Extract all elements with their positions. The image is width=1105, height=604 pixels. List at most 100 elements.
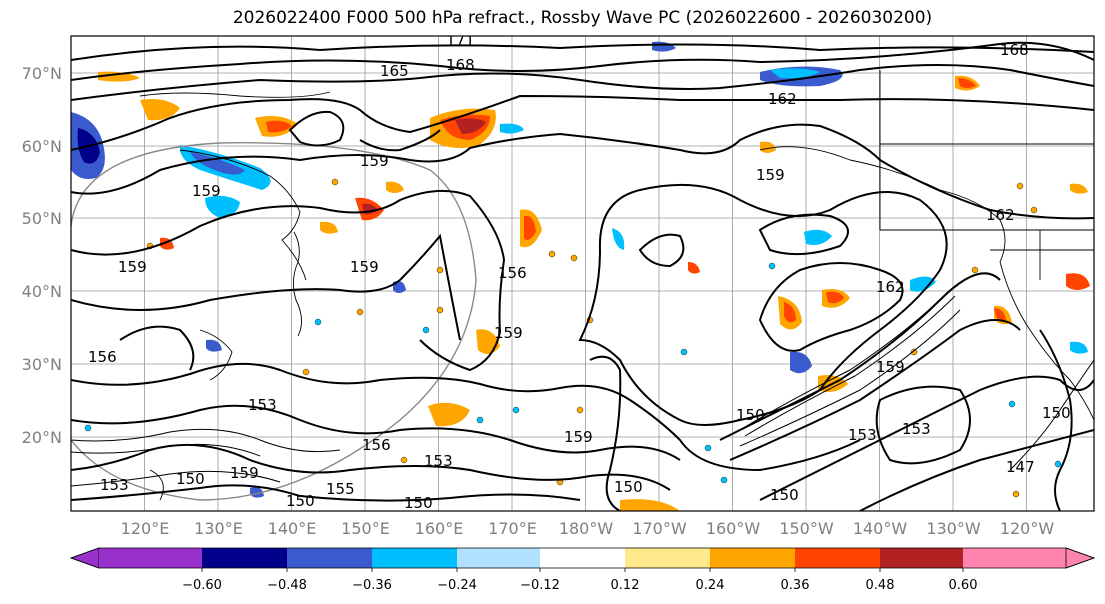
colorbar-tick-label: 0.24 [696, 578, 725, 593]
longitude-label: 150°W [779, 519, 834, 538]
colorbar-tick-label: −0.24 [437, 578, 477, 593]
thin-contours [71, 289, 1094, 487]
contour-label: 168 [1000, 41, 1029, 59]
colorbar-segment [795, 548, 880, 568]
anomaly-dot [910, 348, 918, 356]
contour-label: 159 [494, 324, 523, 342]
anomaly-dot [1030, 206, 1038, 214]
contour-label: 156 [88, 348, 117, 366]
anomaly-dot [476, 416, 484, 424]
longitude-label: 170°E [488, 519, 537, 538]
colorbar-segment [963, 548, 1066, 568]
longitude-label: 120°E [121, 519, 170, 538]
longitude-label: 130°W [926, 519, 981, 538]
anomaly-dot [1012, 490, 1020, 498]
positive-anomaly-patch [760, 141, 776, 153]
contour-label: 150 [1042, 404, 1071, 422]
coastlines [139, 70, 1094, 501]
anomaly-dot [436, 306, 444, 314]
negative-anomaly-patch [804, 229, 832, 245]
colorbar-segment [287, 548, 372, 568]
colorbar-segment [372, 548, 457, 568]
longitude-label: 120°W [1000, 519, 1055, 538]
colorbar-segment [710, 548, 795, 568]
negative-anomaly-patch [205, 195, 240, 218]
contour-label: 159 [118, 258, 147, 276]
colorbar-segment [880, 548, 963, 568]
longitude-label: 180°W [559, 519, 614, 538]
map-title: 2026022400 F000 500 hPa refract., Rossby… [232, 8, 933, 28]
longitude-label: 150°E [341, 519, 390, 538]
positive-anomaly-patch [958, 78, 976, 88]
anomaly-dot [512, 406, 520, 414]
contour-label: 150 [176, 470, 205, 488]
anomaly-dot [1054, 460, 1062, 468]
anomaly-dot [720, 476, 728, 484]
contour-label: 159 [192, 182, 221, 200]
positive-anomaly-patch [826, 291, 844, 304]
latitude-labels: 70°N 60°N 50°N 40°N 30°N 20°N [22, 64, 62, 447]
anomaly-dot [422, 326, 430, 334]
negative-anomaly-patch [190, 152, 245, 175]
anomaly-dot [436, 266, 444, 274]
contour-label: 156 [498, 264, 527, 282]
negative-anomaly-patch [206, 339, 222, 352]
longitude-label: 160°E [415, 519, 464, 538]
positive-anomaly-patch [266, 120, 292, 133]
contour-label: 153 [100, 476, 129, 494]
colorbar-extend-min [69, 547, 100, 569]
anomaly-dot [1008, 400, 1016, 408]
positive-anomaly-patch [1070, 183, 1088, 194]
colorbar-outline [69, 547, 1096, 569]
contour-label: 150 [770, 486, 799, 504]
longitude-label: 140°W [853, 519, 908, 538]
colorbar-segment [99, 548, 202, 568]
contour-label: 159 [564, 428, 593, 446]
colorbar-tick-label: −0.36 [352, 578, 392, 593]
latitude-label: 70°N [22, 64, 62, 83]
positive-anomaly-patch [455, 118, 486, 134]
longitude-label: 160°W [706, 519, 761, 538]
anomaly-dot [400, 456, 408, 464]
contour-label: 159 [756, 166, 785, 184]
longitude-labels: 120°E 130°E 140°E 150°E 160°E 170°E 180°W 170°W… [121, 519, 1055, 538]
contour-label: 168 [446, 56, 475, 74]
colorbar-segment [457, 548, 540, 568]
refractivity-contours [71, 41, 1094, 511]
contour-label: 153 [902, 420, 931, 438]
longitude-label: 170°W [632, 519, 687, 538]
positive-anomaly-patch [428, 402, 470, 427]
latitude-label: 30°N [22, 355, 62, 374]
map-frame [70, 35, 1095, 512]
positive-anomaly-patch [620, 499, 680, 511]
colorbar-segment [202, 548, 287, 568]
contour-label: 159 [350, 258, 379, 276]
colorbar-tick-label: 0.60 [949, 578, 978, 593]
contour-label: 147 [1006, 458, 1035, 476]
anomaly-dot [356, 308, 364, 316]
latitude-label: 40°N [22, 282, 62, 301]
anomaly-dot [768, 262, 776, 270]
anomaly-shading [71, 41, 1090, 511]
contour-label: 159 [360, 152, 389, 170]
positive-anomaly-patch [98, 71, 140, 82]
contour-label: 171 [446, 32, 475, 50]
longitude-label: 140°E [268, 519, 317, 538]
positive-anomaly-patch [524, 215, 536, 240]
anomaly-dot [971, 266, 979, 274]
contour-label: 153 [424, 452, 453, 470]
contour-label: 153 [848, 426, 877, 444]
anomaly-dot [302, 368, 310, 376]
positive-anomaly-patch [688, 262, 700, 274]
negative-anomaly-patch [790, 351, 812, 374]
contour-label: 165 [380, 62, 409, 80]
colorbar: −0.60 −0.48 −0.36 −0.24 −0.12 0.12 0.24 0.36 0.4… [69, 547, 1096, 593]
colorbar-segment [625, 548, 710, 568]
map-panel: 171 165 168 168 162 159 159 159 156 159 … [71, 32, 1094, 511]
latitude-label: 20°N [22, 428, 62, 447]
positive-anomaly-patch [994, 308, 1006, 321]
negative-anomaly-patch [770, 68, 820, 79]
anomaly-dot [84, 424, 92, 432]
positive-anomaly-patch [784, 302, 796, 323]
contour-label: 159 [230, 464, 259, 482]
